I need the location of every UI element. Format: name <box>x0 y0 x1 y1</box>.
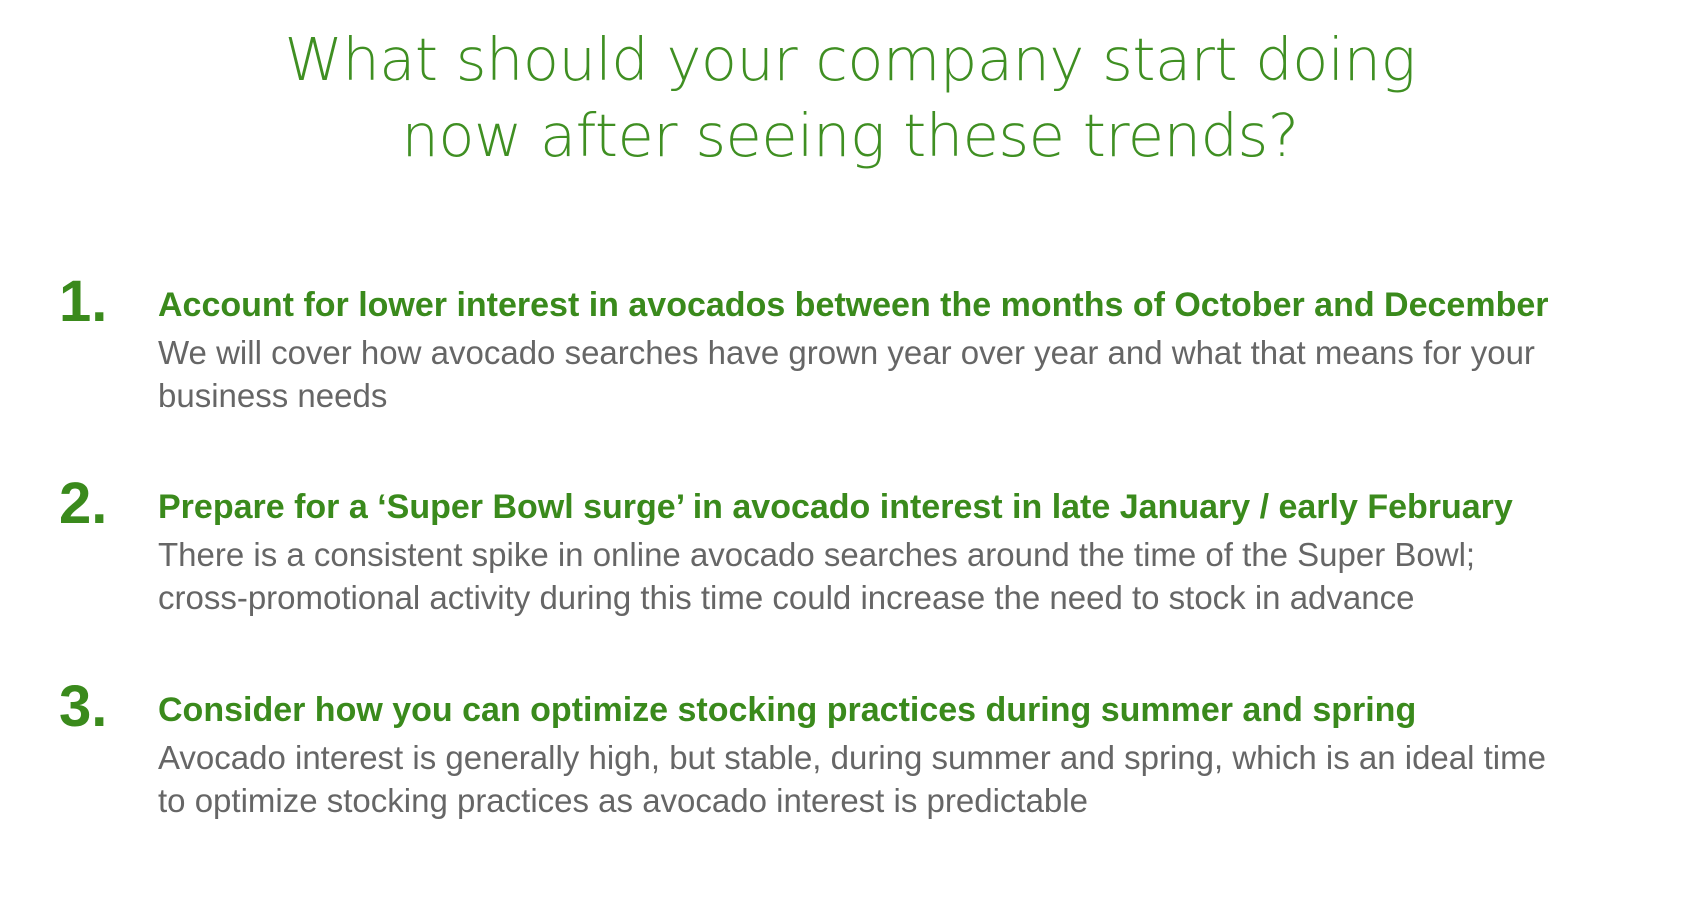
item-number: 1. <box>59 269 108 334</box>
item-description-line: We will cover how avocado searches have … <box>158 334 1535 371</box>
slide-title-line-2: now after seeing these trends? <box>401 101 1299 170</box>
item-description-line: Avocado interest is generally high, but … <box>158 739 1546 776</box>
item-description-line: cross-promotional activity during this t… <box>158 579 1415 616</box>
item-heading: Account for lower interest in avocados b… <box>158 286 1549 324</box>
item-description-line: There is a consistent spike in online av… <box>158 536 1476 573</box>
item-description-line: business needs <box>158 377 388 414</box>
item-number: 3. <box>59 674 108 739</box>
item-description: Avocado interest is generally high, but … <box>158 736 1658 822</box>
item-description: We will cover how avocado searches have … <box>158 331 1658 417</box>
item-heading: Consider how you can optimize stocking p… <box>158 691 1417 729</box>
slide-title: What should your company start doing now… <box>200 22 1500 174</box>
slide-title-line-1: What should your company start doing <box>284 25 1416 94</box>
item-heading: Prepare for a ‘Super Bowl surge’ in avoc… <box>158 488 1513 526</box>
item-description: There is a consistent spike in online av… <box>158 533 1658 619</box>
item-description-line: to optimize stocking practices as avocad… <box>158 782 1088 819</box>
item-number: 2. <box>59 471 108 536</box>
